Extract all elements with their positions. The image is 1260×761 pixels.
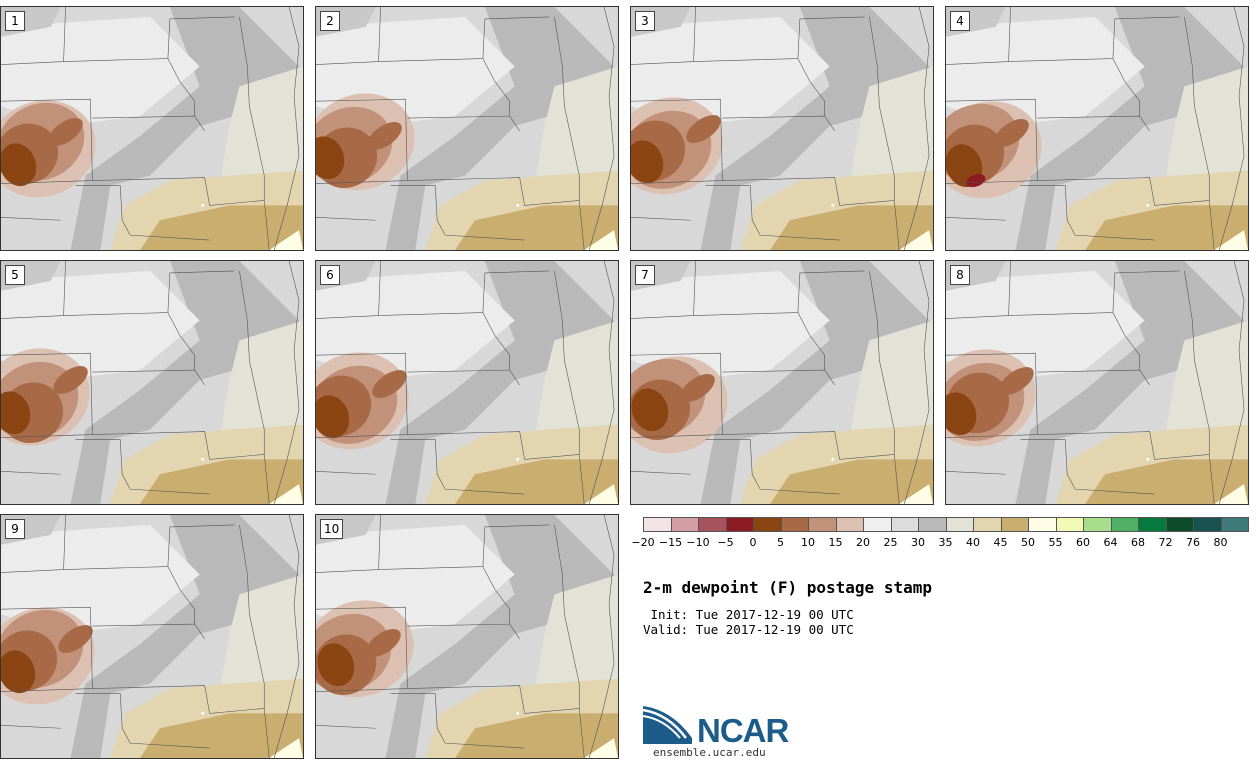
colorbar-tick-label: −15 [658, 536, 683, 549]
colorbar-tick-label: 5 [777, 536, 784, 549]
member-number-label: 6 [320, 265, 340, 285]
colorbar-swatch [1193, 517, 1222, 532]
colorbar-swatch [835, 517, 864, 532]
colorbar-swatch [1083, 517, 1112, 532]
member-number-label: 2 [320, 11, 340, 31]
colorbar-swatch [1110, 517, 1139, 532]
colorbar-swatch [890, 517, 919, 532]
dewpoint-colorbar: −20 −15 −10 −5 0 5 10 15 20 25 30 35 40 45 50 55 60 64 68 7… [631, 517, 1249, 549]
colorbar-tick-label: 50 [1021, 536, 1035, 549]
ensemble-member-panel: 1 [0, 6, 304, 251]
ensemble-member-panel: 7 [630, 260, 934, 505]
member-number-label: 5 [5, 265, 25, 285]
colorbar-tick-label: 40 [966, 536, 980, 549]
valid-time: Valid: Tue 2017-12-19 00 UTC [643, 622, 854, 637]
member-number-label: 8 [950, 265, 970, 285]
colorbar-swatch [863, 517, 892, 532]
chart-title: 2-m dewpoint (F) postage stamp [643, 578, 932, 597]
member-number-label: 4 [950, 11, 970, 31]
colorbar-tick-label: 80 [1213, 536, 1228, 549]
init-time: Init: Tue 2017-12-19 00 UTC [643, 607, 854, 622]
colorbar-tick-label: 25 [883, 536, 898, 549]
colorbar-tick-label: 15 [828, 536, 843, 549]
member-number-label: 1 [5, 11, 25, 31]
ensemble-member-panel: 9 [0, 514, 304, 759]
ensemble-member-panel: 10 [315, 514, 619, 759]
colorbar-tick-label: 76 [1186, 536, 1200, 549]
colorbar-swatch [973, 517, 1002, 532]
colorbar-swatch [945, 517, 974, 532]
colorbar-tick-label: 64 [1103, 536, 1118, 549]
colorbar-tick-label: 35 [938, 536, 953, 549]
colorbar-swatch [918, 517, 947, 532]
colorbar-tick-label: 72 [1158, 536, 1173, 549]
colorbar-swatch [1138, 517, 1167, 532]
colorbar-swatch [1220, 517, 1249, 532]
colorbar-tick-label: −20 [631, 536, 655, 549]
colorbar-swatch [753, 517, 782, 532]
member-number-label: 9 [5, 519, 25, 539]
colorbar-swatch [698, 517, 727, 532]
colorbar-swatch [1165, 517, 1194, 532]
ncar-logo-text: NCAR [697, 712, 789, 749]
colorbar-tick-label: 30 [911, 536, 925, 549]
member-number-label: 3 [635, 11, 655, 31]
colorbar-tick-label: −10 [686, 536, 710, 549]
ensemble-member-panel: 2 [315, 6, 619, 251]
ensemble-member-panel: 8 [945, 260, 1249, 505]
website-link[interactable]: ensemble.ucar.edu [653, 746, 766, 759]
colorbar-swatch [1000, 517, 1029, 532]
colorbar-swatch [1028, 517, 1057, 532]
colorbar-swatch [725, 517, 754, 532]
colorbar-swatch [643, 517, 672, 532]
colorbar-tick-label: 55 [1048, 536, 1063, 549]
colorbar-tick-label: 60 [1076, 536, 1090, 549]
colorbar-swatch [780, 517, 809, 532]
ensemble-member-panel: 4 [945, 6, 1249, 251]
colorbar-tick-label: 0 [749, 536, 757, 549]
colorbar-tick-label: 10 [801, 536, 815, 549]
member-number-label: 10 [320, 519, 344, 539]
colorbar-tick-label: 45 [993, 536, 1008, 549]
ensemble-member-panel: 5 [0, 260, 304, 505]
colorbar-swatch [808, 517, 837, 532]
colorbar-swatch [670, 517, 699, 532]
member-number-label: 7 [635, 265, 655, 285]
ensemble-member-panel: 6 [315, 260, 619, 505]
colorbar-tick-label: −5 [717, 536, 734, 549]
ncar-logo-icon [642, 706, 692, 744]
colorbar-swatch [1055, 517, 1084, 532]
colorbar-tick-label: 20 [856, 536, 870, 549]
colorbar-tick-label: 68 [1131, 536, 1145, 549]
ensemble-member-panel: 3 [630, 6, 934, 251]
